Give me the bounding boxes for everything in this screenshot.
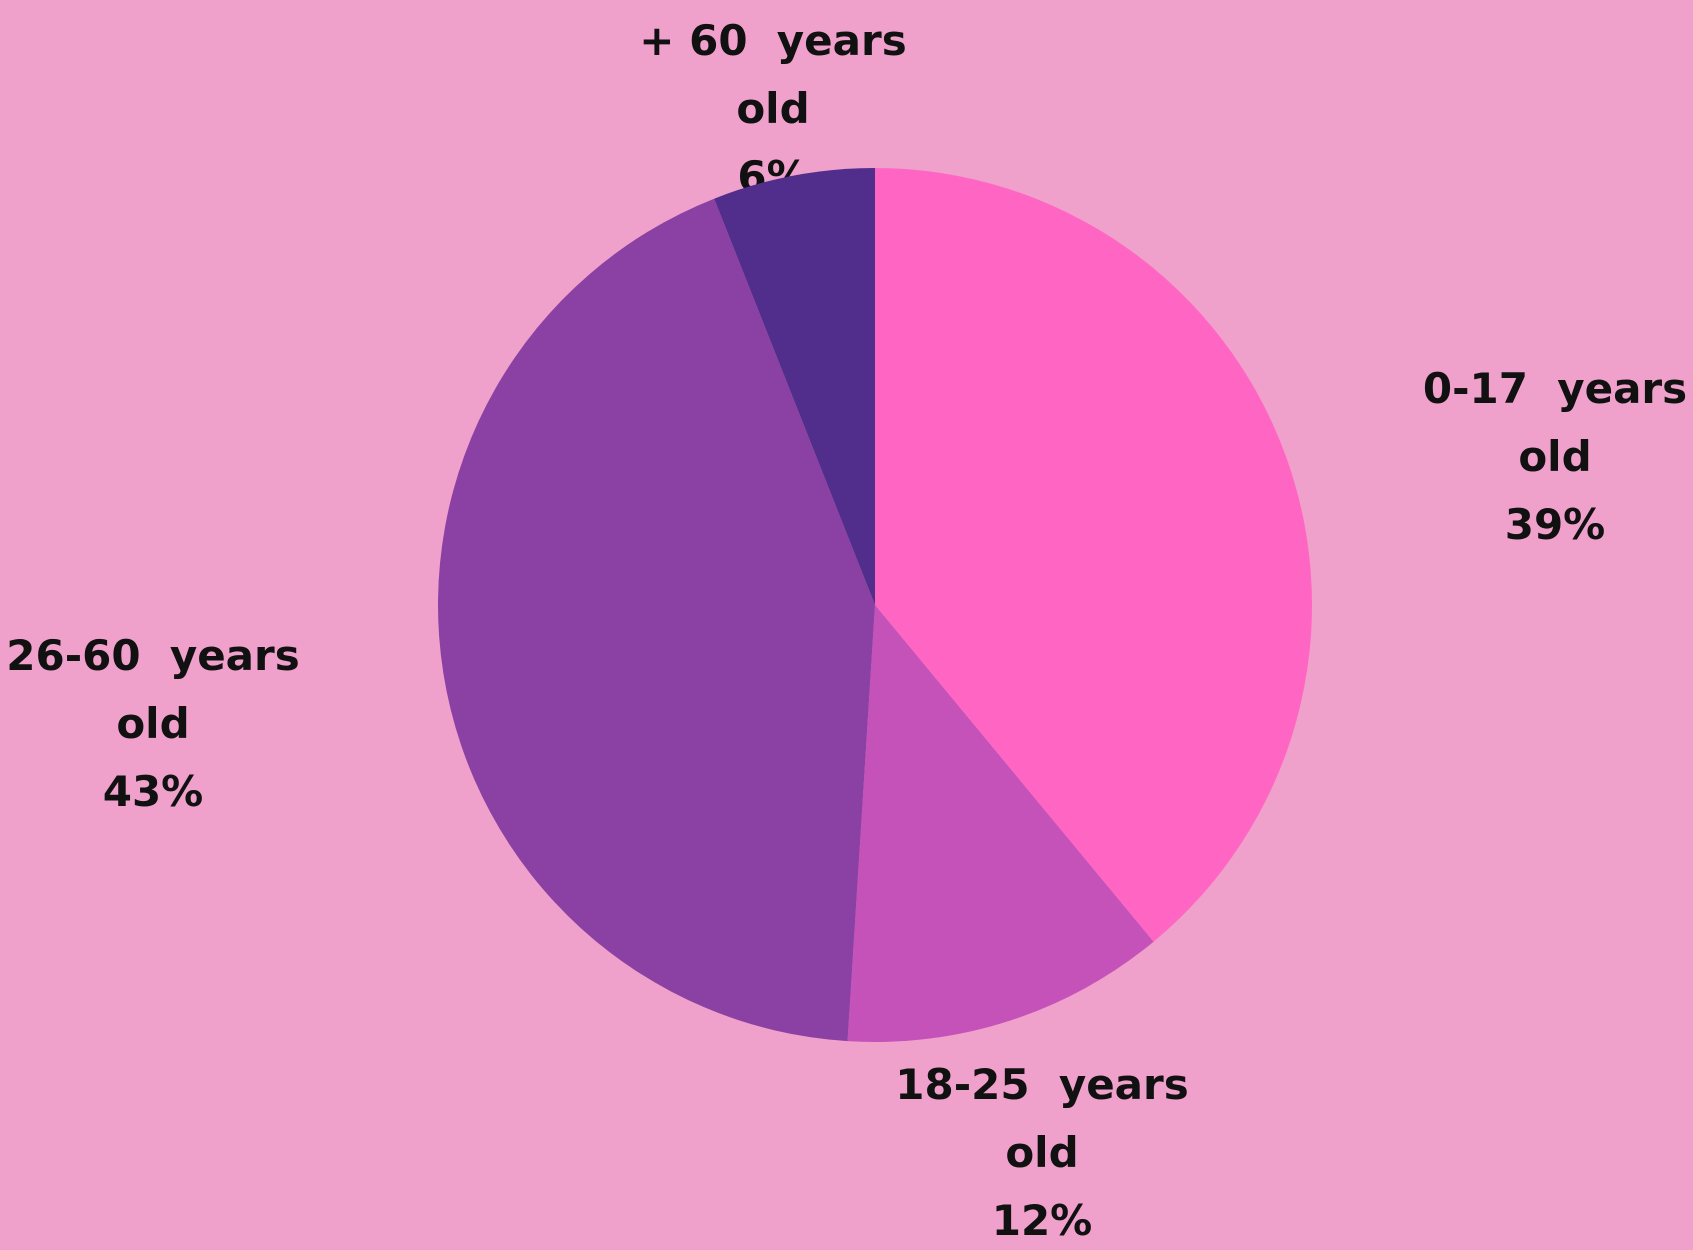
pie-slice [875,168,1312,942]
value-label: 39% [1504,500,1606,549]
value-label: 43% [102,767,204,816]
pie-slice [437,198,875,1042]
slice-label: 0-17 years old [1422,364,1688,481]
pie-slice [847,605,1154,1042]
value-label: 12% [991,1196,1093,1245]
pie-slice [714,168,875,605]
slice-label: 18-25 years old [895,1060,1204,1177]
slice-label: + 60 years old [639,16,922,133]
slice-label: 26-60 years old [6,631,315,748]
